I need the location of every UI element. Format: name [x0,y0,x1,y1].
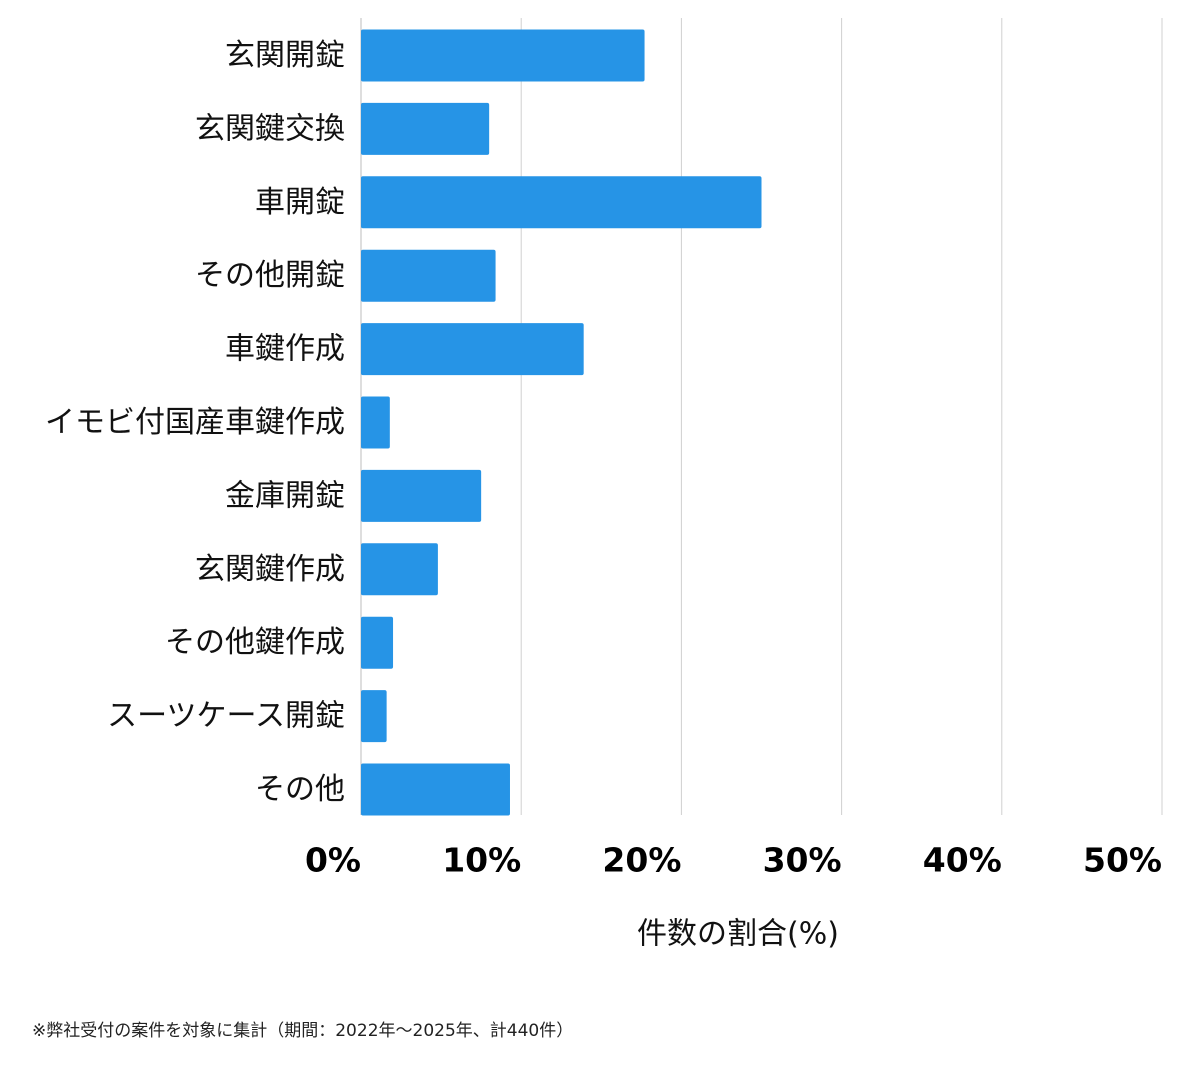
category-label: スーツケース開錠 [107,699,345,734]
category-label: イモビ付国産車鍵作成 [45,405,345,440]
category-label: 玄関開錠 [225,38,345,73]
category-label: その他 [255,772,345,807]
bar [361,29,645,82]
x-tick-label: 0% [305,841,361,880]
bar [361,616,394,669]
category-label: その他開錠 [195,258,345,293]
bar [361,102,490,155]
bar [361,763,510,816]
bar [361,543,438,596]
bar [361,249,496,302]
bar [361,690,387,743]
x-tick-label: 50% [1083,841,1162,880]
x-axis-title: 件数の割合(%) [637,917,839,952]
bar [361,396,390,449]
x-tick-label: 40% [923,841,1002,880]
x-tick-label: 20% [602,841,681,880]
category-label: その他鍵作成 [165,625,345,660]
bar [361,323,584,376]
x-tick-label: 30% [763,841,842,880]
footnote: ※弊社受付の案件を対象に集計（期間：2022年～2025年、計440件） [32,1021,574,1041]
category-label: 玄関鍵作成 [195,552,345,587]
category-label: 車開錠 [255,185,345,220]
category-label: 車鍵作成 [225,332,345,367]
bar [361,176,762,229]
bar-chart: 玄関開錠玄関鍵交換車開錠その他開錠車鍵作成イモビ付国産車鍵作成金庫開錠玄関鍵作成… [45,18,1163,952]
category-label: 玄関鍵交換 [195,111,345,146]
category-label: 金庫開錠 [225,478,345,513]
bar [361,469,482,522]
x-tick-label: 10% [442,841,521,880]
